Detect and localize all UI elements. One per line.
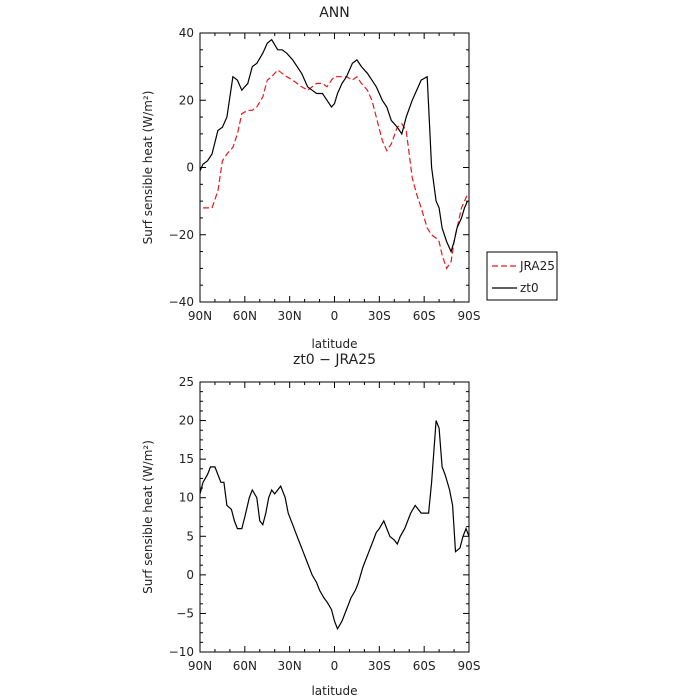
y-tick-label: −20 <box>169 228 194 242</box>
series-line-zt0 <box>200 38 469 254</box>
x-axis-label: latitude <box>311 337 357 351</box>
y-axis-label: Surf sensible heat (W/m²) <box>141 91 155 245</box>
x-tick-label: 60N <box>233 659 257 673</box>
x-tick-label: 60N <box>233 309 257 323</box>
legend-box <box>486 251 558 301</box>
legend: JRA25 zt0 <box>486 251 558 301</box>
y-tick-label: 10 <box>179 491 194 505</box>
y-tick-label: 5 <box>186 529 194 543</box>
y-tick-label: 0 <box>186 161 194 175</box>
x-tick-label: 30S <box>368 659 391 673</box>
x-tick-label: 90S <box>458 309 481 323</box>
plot-frame <box>199 32 470 303</box>
x-tick-label: 60S <box>413 659 436 673</box>
series-line-difference <box>200 420 469 631</box>
chart-title: ANN <box>319 5 350 21</box>
x-tick-label: 90N <box>188 659 212 673</box>
x-tick-label: 30N <box>278 659 302 673</box>
y-tick-label: 20 <box>179 93 194 107</box>
x-tick-label: 0 <box>331 309 339 323</box>
y-tick-label: 0 <box>186 568 194 582</box>
bottom-panel-difference-chart: 90N 60N 30N 0 30S 60S 90S −10 −5 0 5 10 15 20 25 zt0 − … <box>141 352 480 698</box>
y-tick-label: −10 <box>169 645 194 659</box>
y-tick-label: −5 <box>176 606 194 620</box>
y-tick-label: −40 <box>169 295 194 309</box>
x-tick-label: 30N <box>278 309 302 323</box>
x-tick-label: 90S <box>458 659 481 673</box>
x-axis-label: latitude <box>311 684 357 698</box>
y-tick-label: 40 <box>179 26 194 40</box>
y-tick-label: 20 <box>179 414 194 428</box>
x-tick-label: 0 <box>331 659 339 673</box>
y-axis-label: Surf sensible heat (W/m²) <box>141 440 155 594</box>
chart-title: zt0 − JRA25 <box>293 352 376 368</box>
x-tick-label: 60S <box>413 309 436 323</box>
top-panel-annual-chart: 90N 60N 30N 0 30S 60S 90S −40 −20 0 20 40 ANN latitud… <box>141 5 558 351</box>
legend-label: zt0 <box>520 281 539 295</box>
series-line-jra25 <box>203 69 469 270</box>
x-tick-label: 90N <box>188 309 212 323</box>
legend-label: JRA25 <box>519 259 555 273</box>
plot-frame <box>199 381 470 653</box>
y-tick-label: 25 <box>179 375 194 389</box>
x-tick-label: 30S <box>368 309 391 323</box>
y-tick-label: 15 <box>179 452 194 466</box>
